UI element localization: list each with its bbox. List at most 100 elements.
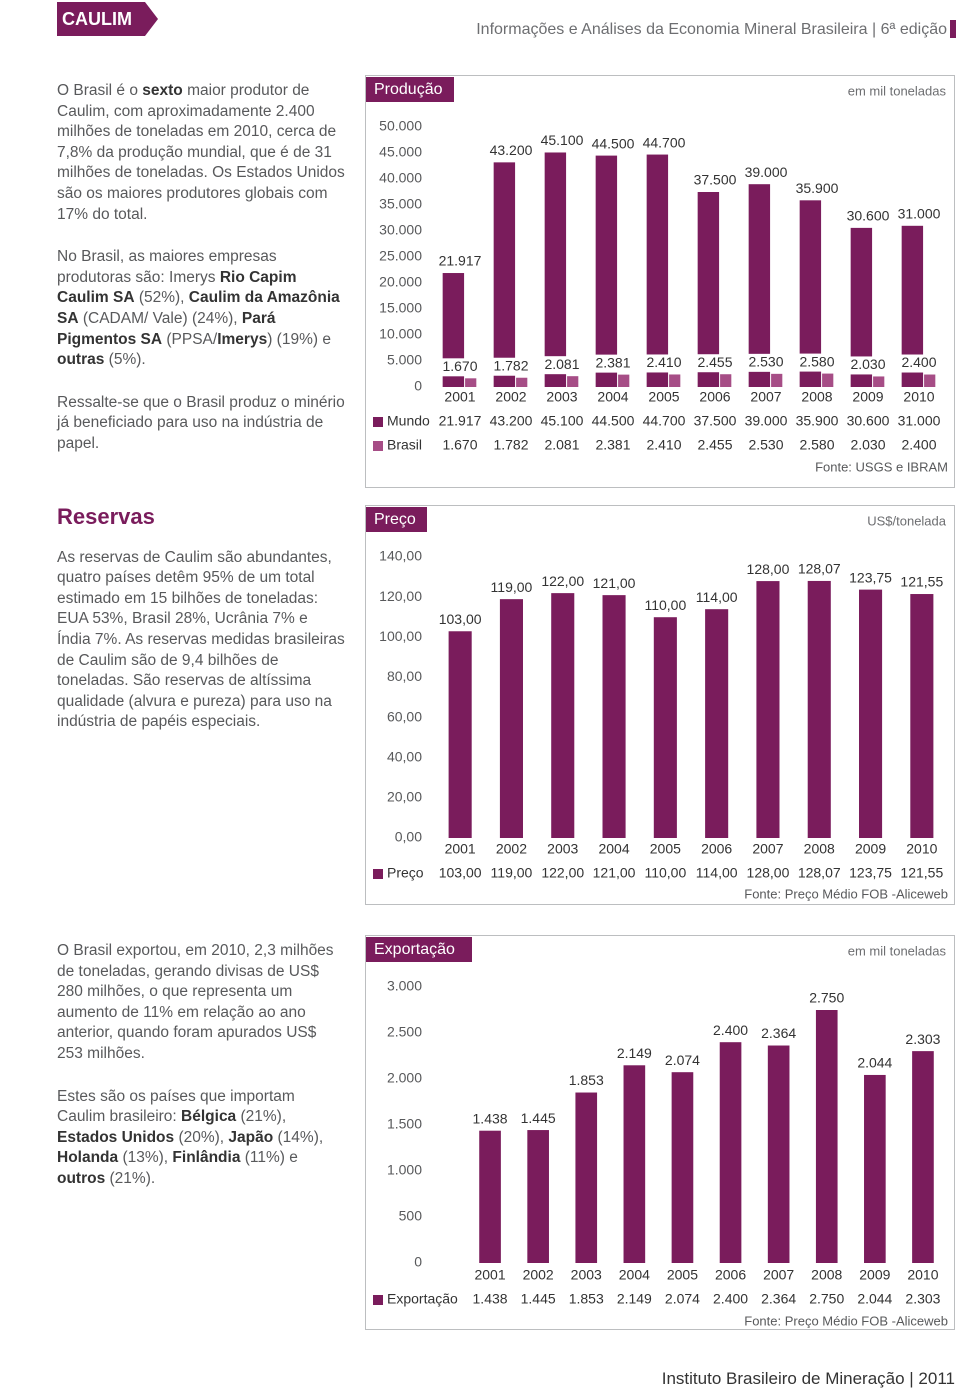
legend-swatch [373,869,383,879]
value-label: 2.074 [665,1052,700,1068]
bar [807,580,831,838]
x-tick-label: 2002 [495,389,526,405]
bar [910,594,934,838]
bar [516,377,528,387]
value-label: 1.853 [569,1072,604,1088]
bold-text: sexto [142,82,183,99]
table-value: 2.364 [761,1291,796,1307]
bar [756,581,780,838]
bar [873,376,885,387]
table-value: 2.455 [697,437,732,453]
chart-title: Preço [374,511,416,528]
value-label: 2.400 [901,354,936,370]
bold-text: outros [57,1169,106,1187]
table-value: 1.670 [442,437,477,453]
bold-text: Estados Unidos [57,1128,175,1146]
x-tick-label: 2006 [701,841,732,857]
bar [595,155,618,387]
x-tick-label: 2005 [667,1267,698,1283]
bold-text: Imerys [217,330,268,348]
text: (CADAM/ Vale) (24%), [78,309,242,327]
value-label: 1.438 [473,1110,508,1126]
value-label-bg [536,132,588,151]
value-label: 21.917 [439,253,482,269]
text: ) (19%) e [267,330,331,348]
value-label-bg [793,560,846,579]
x-tick-label: 2007 [750,389,781,405]
table-value: 121,55 [900,865,943,881]
bar [924,374,936,387]
table-value: 44.500 [592,413,635,429]
title-tab [366,77,454,102]
value-label: 119,00 [491,579,533,595]
y-tick-label: 100,00 [379,628,422,644]
text-column: O Brasil é o sexto maior produtor de Cau… [57,81,345,477]
bar [669,374,681,387]
x-tick-label: 2003 [547,841,578,857]
text: (5%). [104,351,146,369]
value-label-bg [588,575,641,594]
bar [767,1045,790,1263]
value-label-bg [842,207,894,226]
table-value: 122,00 [541,865,584,881]
value-label-bg [895,574,948,593]
chart-subtitle: em mil toneladas [848,83,947,98]
chart: Exportação em mil toneladas Fonte: Preço M… [365,935,955,1330]
value-label-bg [744,353,788,372]
text: As reservas de Caulim são abundantes, qu… [57,548,345,731]
legend-swatch [373,417,383,427]
bar [551,593,575,838]
table-value: 37.500 [694,413,737,429]
x-tick-label: 2009 [852,389,883,405]
chart-frame [365,75,955,488]
table-value: 114,00 [696,865,738,881]
y-tick-label: 35.000 [379,196,422,212]
bar [771,373,783,387]
value-label-bg [536,573,589,592]
paragraph: As reservas de Caulim são abundantes, qu… [57,548,345,733]
paragraph: O Brasil exportou, em 2010, 2,3 milhões … [57,941,345,1065]
paragraph: No Brasil, as maiores empresas produtora… [57,247,345,371]
chart-title: Produção [374,81,443,98]
text: (21%), [236,1108,287,1126]
bar [901,225,924,387]
text: O Brasil é o [57,82,143,99]
text: (20%), [174,1128,229,1146]
value-label-bg [693,354,737,373]
value-label: 2.364 [761,1025,796,1041]
table-value: 1.438 [473,1291,508,1307]
table-value: 2.044 [857,1291,892,1307]
bar [448,631,472,838]
chart-frame [365,935,955,1330]
value-label-bg [897,354,941,373]
table-value: 2.530 [748,437,783,453]
table-value: 110,00 [644,865,686,881]
value-label: 2.030 [850,356,885,372]
bar [864,1074,886,1263]
table-value: 2.303 [905,1291,940,1307]
table-value: 2.580 [799,437,834,453]
table-value: 45.100 [541,413,584,429]
y-tick-label: 25.000 [379,248,422,264]
x-tick-label: 2010 [903,389,934,405]
y-tick-label: 140,00 [379,548,422,564]
table-value: 35.900 [796,413,839,429]
x-tick-label: 2003 [546,389,577,405]
table-value: 2.030 [850,437,885,453]
bar [671,1072,694,1263]
chart-subtitle: US$/tonelada [867,513,947,528]
bar [527,1130,549,1263]
y-tick-label: 0,00 [395,829,422,845]
legend-label: Exportação [387,1291,458,1307]
x-tick-label: 2004 [598,841,629,857]
y-tick-label: 2.000 [387,1070,422,1086]
header: CAULIM Informações e Análises da Economi… [57,2,956,38]
value-label-bg [893,205,945,224]
value-label: 2.044 [857,1055,892,1071]
value-label-bg [791,180,843,199]
value-label-bg [564,1072,609,1091]
bar [499,599,523,838]
table-value: 2.410 [646,437,681,453]
x-tick-label: 2005 [650,841,681,857]
